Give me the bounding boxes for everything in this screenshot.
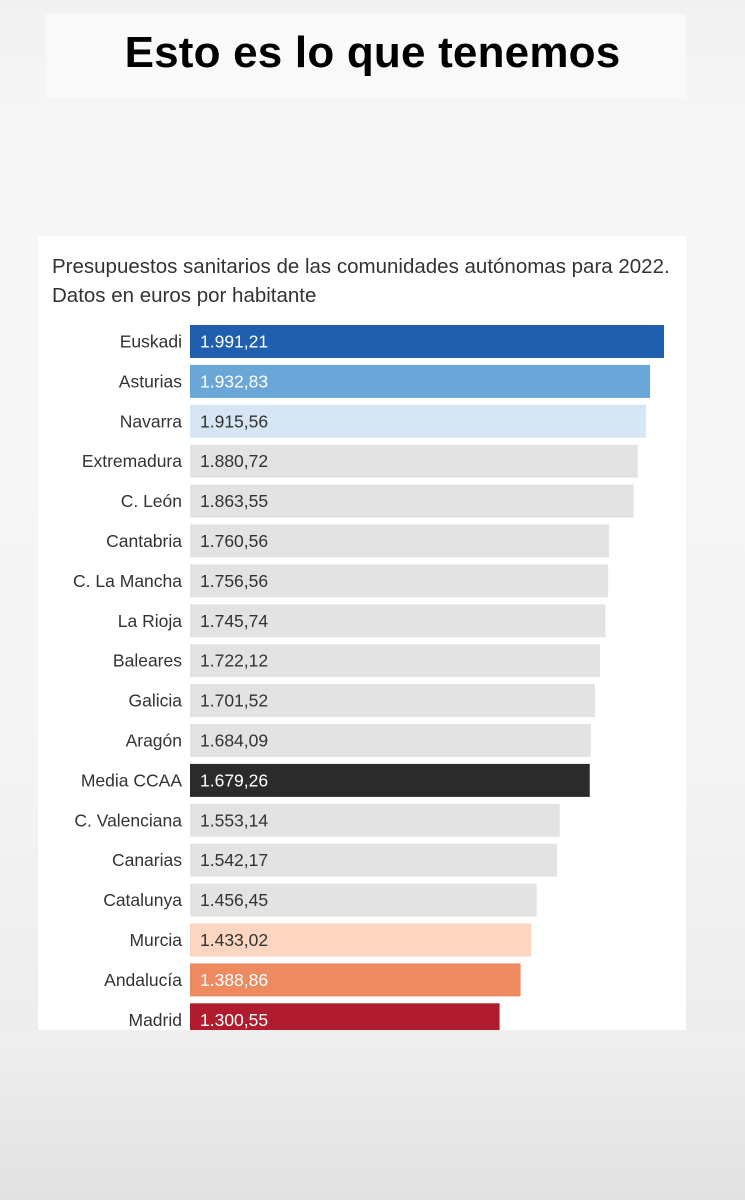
- category-label: Aragón: [126, 731, 182, 751]
- category-label: Catalunya: [103, 890, 182, 910]
- category-label: Extremadura: [82, 451, 182, 471]
- value-label: 1.760,56: [200, 531, 268, 551]
- value-label: 1.388,86: [200, 970, 268, 990]
- bar-3: [190, 444, 638, 478]
- category-label: Euskadi: [120, 332, 182, 352]
- value-label: 1.456,45: [200, 890, 268, 910]
- value-label: 1.756,56: [200, 571, 268, 591]
- category-label: C. La Mancha: [73, 571, 182, 591]
- bar-10: [190, 724, 591, 757]
- category-label: Baleares: [113, 651, 182, 671]
- value-label: 1.880,72: [200, 451, 268, 471]
- bar-15: [190, 923, 532, 957]
- value-label: 1.722,12: [200, 651, 268, 671]
- bar-14: [190, 883, 537, 917]
- headline-box: [46, 14, 686, 98]
- category-label: Murcia: [129, 930, 182, 950]
- value-label: 1.991,21: [200, 332, 268, 352]
- bar-8: [190, 644, 600, 678]
- category-label: Navarra: [120, 411, 183, 431]
- value-label: 1.684,09: [200, 731, 268, 751]
- bar-2: [190, 404, 646, 438]
- value-label: 1.542,17: [200, 850, 268, 870]
- category-label: Madrid: [129, 1010, 183, 1030]
- value-label: 1.863,55: [200, 491, 268, 511]
- category-label: Cantabria: [106, 531, 182, 551]
- bar-11: [190, 763, 590, 797]
- value-label: 1.932,83: [200, 371, 268, 391]
- bar-17: [190, 1003, 500, 1030]
- category-label: Media CCAA: [81, 770, 182, 790]
- value-label: 1.300,55: [200, 1010, 268, 1030]
- category-label: C. Valenciana: [74, 810, 182, 830]
- bar-13: [190, 843, 558, 877]
- value-label: 1.433,02: [200, 930, 268, 950]
- bar-6: [190, 564, 609, 598]
- bar-4: [190, 484, 634, 518]
- category-label: Canarias: [112, 850, 182, 870]
- chart-title: Presupuestos sanitarios de las comunidad…: [52, 255, 670, 307]
- value-label: 1.701,52: [200, 691, 268, 711]
- category-label: Galicia: [129, 691, 183, 711]
- bottom-fade: [0, 1030, 745, 1200]
- value-label: 1.915,56: [200, 411, 268, 431]
- category-label: La Rioja: [118, 611, 182, 631]
- bar-9: [190, 684, 596, 718]
- category-label: Andalucía: [104, 970, 182, 990]
- bar-0: [190, 325, 664, 358]
- bar-5: [190, 524, 610, 558]
- bar-12: [190, 803, 560, 837]
- bar-16: [190, 963, 521, 997]
- headline: Esto es lo que tenemos: [124, 28, 621, 77]
- category-label: Asturias: [119, 371, 182, 391]
- bar-1: [190, 364, 651, 398]
- value-label: 1.745,74: [200, 611, 268, 631]
- value-label: 1.553,14: [200, 810, 268, 830]
- value-label: 1.679,26: [200, 770, 268, 790]
- bar-7: [190, 604, 606, 638]
- category-label: C. León: [121, 491, 182, 511]
